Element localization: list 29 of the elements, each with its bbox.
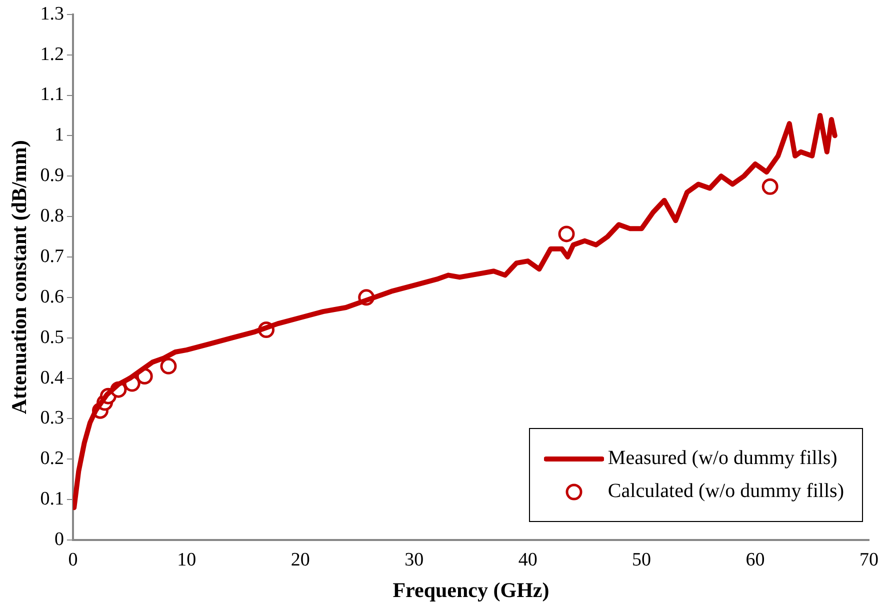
y-tick-label: 1 [54,124,64,146]
legend-label: Calculated (w/o dummy fills) [608,480,844,503]
y-tick-label: 0.3 [40,408,64,429]
x-axis-title: Frequency (GHz) [392,578,550,602]
x-tick-label: 10 [177,549,196,570]
point [160,358,177,374]
x-tick-label: 30 [404,549,424,570]
y-tick-label: 0 [54,528,64,550]
y-tick-label: 1.1 [40,84,64,106]
y-tick-label: 1.2 [40,44,64,65]
y-tick-label: 0.1 [40,488,64,510]
y-tick-label: 0.8 [40,206,64,227]
y-axis-title: Attenuation constant (dB/mm) [7,140,32,414]
y-tick-label: 0.5 [40,326,64,348]
x-tick-label: 60 [746,549,765,570]
x-tick-label: 40 [518,549,538,570]
y-tick-label: 0.9 [40,165,64,186]
x-tick-label: 70 [860,549,878,570]
point [558,226,575,242]
legend-label: Measured (w/o dummy fills) [608,447,838,470]
y-tick-label: 0.7 [40,246,64,267]
y-tick-label: 0.2 [40,448,64,470]
point [762,178,778,195]
x-tick-label: 20 [290,549,310,570]
y-tick-label: 0.6 [40,286,64,308]
x-tick-label: 50 [632,549,652,570]
x-tick-label: 0 [68,549,78,570]
y-tick-label: 0.4 [40,367,64,388]
y-tick-label: 1.3 [40,3,64,24]
